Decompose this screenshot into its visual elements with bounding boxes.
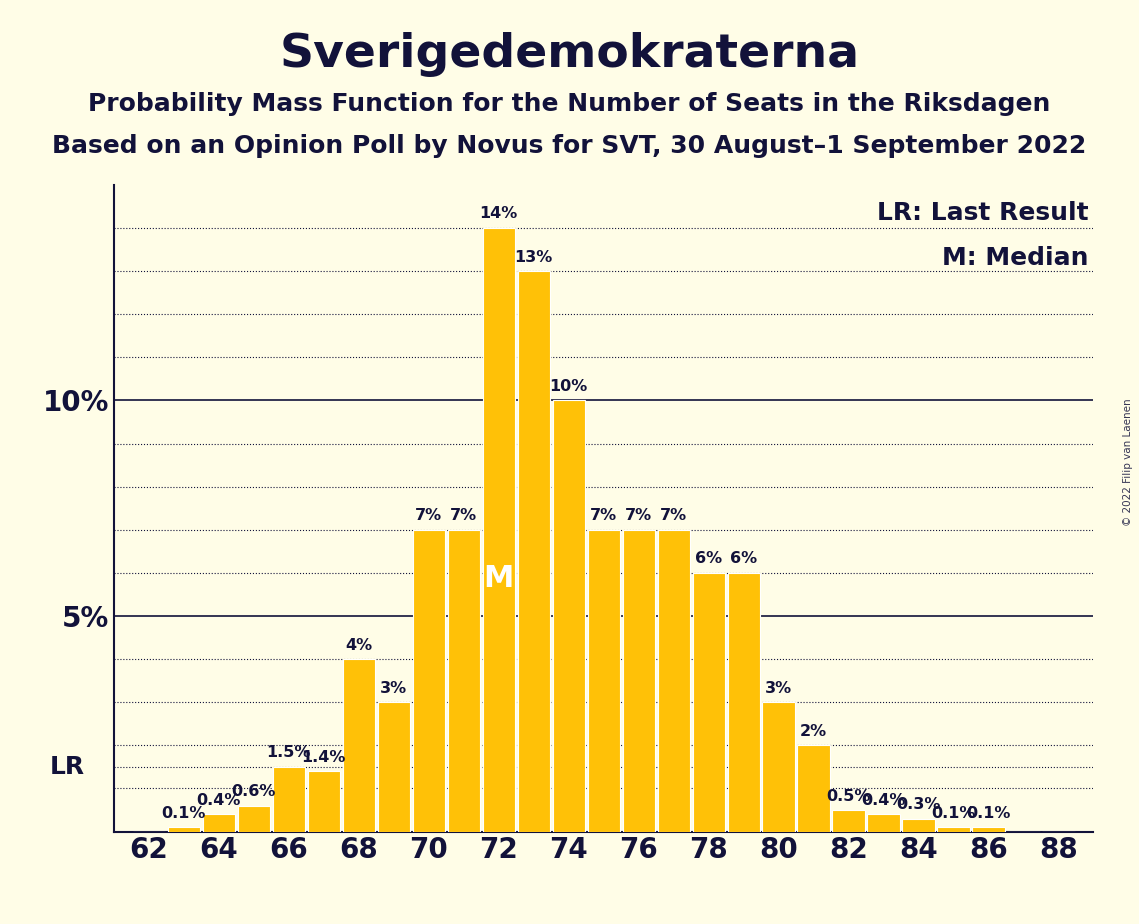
Text: 1.4%: 1.4% <box>302 749 346 765</box>
Text: 0.3%: 0.3% <box>896 797 941 812</box>
Text: 3%: 3% <box>765 681 792 696</box>
Text: 6%: 6% <box>730 552 757 566</box>
Text: LR: Last Result: LR: Last Result <box>877 201 1089 225</box>
Text: © 2022 Filip van Laenen: © 2022 Filip van Laenen <box>1123 398 1133 526</box>
Text: 14%: 14% <box>480 206 518 222</box>
Bar <box>693 573 724 832</box>
Bar <box>308 772 339 832</box>
Bar <box>868 814 900 832</box>
Bar <box>343 659 375 832</box>
Text: 0.1%: 0.1% <box>966 806 1010 821</box>
Text: Sverigedemokraterna: Sverigedemokraterna <box>279 32 860 78</box>
Bar <box>203 814 235 832</box>
Text: 0.6%: 0.6% <box>231 784 276 799</box>
Bar <box>412 529 445 832</box>
Bar <box>272 767 305 832</box>
Bar <box>517 271 550 832</box>
Bar <box>378 702 410 832</box>
Text: 6%: 6% <box>695 552 722 566</box>
Text: 0.1%: 0.1% <box>162 806 206 821</box>
Bar <box>588 529 620 832</box>
Bar <box>448 529 480 832</box>
Bar <box>552 400 584 832</box>
Text: 7%: 7% <box>625 508 653 523</box>
Text: LR: LR <box>50 755 85 779</box>
Text: M: Median: M: Median <box>942 246 1089 270</box>
Bar <box>657 529 690 832</box>
Text: 3%: 3% <box>380 681 408 696</box>
Text: 0.4%: 0.4% <box>861 793 906 808</box>
Bar <box>167 827 200 832</box>
Text: 0.4%: 0.4% <box>197 793 241 808</box>
Bar <box>833 810 865 832</box>
Bar <box>483 228 515 832</box>
Bar <box>238 806 270 832</box>
Text: 1.5%: 1.5% <box>267 746 311 760</box>
Text: 7%: 7% <box>450 508 477 523</box>
Text: 4%: 4% <box>345 638 372 652</box>
Text: 7%: 7% <box>590 508 617 523</box>
Text: Probability Mass Function for the Number of Seats in the Riksdagen: Probability Mass Function for the Number… <box>89 92 1050 116</box>
Text: 7%: 7% <box>661 508 687 523</box>
Text: 0.1%: 0.1% <box>932 806 976 821</box>
Text: M: M <box>484 564 514 592</box>
Bar <box>973 827 1005 832</box>
Bar <box>937 827 969 832</box>
Text: 10%: 10% <box>549 379 588 394</box>
Text: 0.5%: 0.5% <box>827 788 870 804</box>
Text: 7%: 7% <box>416 508 442 523</box>
Text: 13%: 13% <box>515 249 552 264</box>
Text: Based on an Opinion Poll by Novus for SVT, 30 August–1 September 2022: Based on an Opinion Poll by Novus for SV… <box>52 134 1087 158</box>
Bar <box>902 819 935 832</box>
Bar <box>623 529 655 832</box>
Bar <box>762 702 795 832</box>
Text: 2%: 2% <box>800 723 827 739</box>
Bar <box>728 573 760 832</box>
Bar <box>797 746 829 832</box>
